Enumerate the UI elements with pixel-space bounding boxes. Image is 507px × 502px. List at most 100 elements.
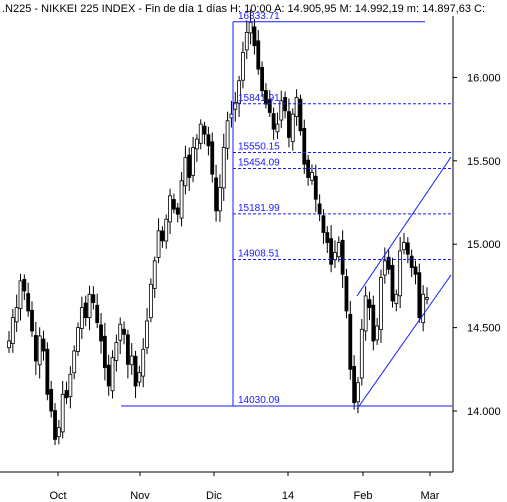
candle-body — [33, 335, 38, 362]
fib-level-label: 15841.91 — [238, 93, 280, 104]
candle-body — [421, 293, 426, 324]
candle-body — [233, 102, 238, 110]
candle-body — [218, 187, 222, 212]
candle-body — [317, 203, 322, 215]
candle-body — [413, 266, 418, 275]
channel-upper-line — [356, 156, 452, 297]
candle-body — [363, 295, 368, 332]
candle-body — [7, 340, 11, 349]
candle-body — [183, 157, 188, 187]
candle-body — [99, 324, 103, 342]
candle-body — [60, 393, 65, 433]
candle-body — [171, 199, 176, 210]
candle-body — [156, 230, 161, 258]
candle-body — [287, 111, 291, 138]
candle-body — [310, 172, 314, 181]
candle-body — [321, 215, 326, 233]
y-axis-ticks: 14.000 14.500 15.000 15.500 16.000 — [453, 72, 501, 418]
candle-body — [256, 40, 261, 70]
fibonacci-levels: 16333.71 15841.91 15550.15 15454.09 15181.99… — [121, 11, 452, 407]
candle-body — [191, 147, 195, 176]
candle-body — [175, 207, 180, 215]
candle-body — [210, 141, 215, 175]
candle-body — [83, 302, 88, 319]
candle-body — [241, 51, 245, 81]
candle-body — [352, 366, 357, 404]
candle-body — [195, 138, 199, 150]
candle-body — [229, 113, 234, 119]
candle-body — [359, 328, 364, 379]
candle-body — [91, 294, 96, 303]
fib-level-label: 14908.51 — [238, 248, 280, 259]
candle-body — [325, 232, 330, 243]
candle-body — [313, 175, 318, 200]
candle-body — [417, 272, 422, 319]
candle-body — [237, 80, 241, 104]
candle-body — [302, 127, 307, 165]
candle-body — [18, 280, 23, 309]
y-tick-label: 14.000 — [467, 406, 501, 418]
candle-body — [294, 97, 299, 118]
candle-body — [145, 320, 149, 349]
candle-body — [425, 297, 429, 300]
candle-body — [402, 242, 406, 251]
candle-body — [72, 350, 77, 374]
candle-body — [160, 230, 165, 242]
candle-body — [45, 348, 50, 395]
x-tick-label: 14 — [282, 490, 294, 502]
candle-body — [30, 309, 34, 332]
candle-body — [267, 99, 272, 113]
candle-body — [214, 177, 218, 212]
trend-channel — [356, 156, 452, 410]
candle-body — [118, 323, 123, 341]
candle-body — [202, 125, 207, 135]
candle-body — [244, 31, 249, 51]
candle-body — [340, 239, 345, 275]
candle-body — [22, 278, 27, 292]
candle-body — [168, 195, 172, 223]
candle-body — [133, 355, 138, 387]
candle-body — [405, 242, 410, 255]
candle-body — [279, 100, 284, 121]
candles — [7, 9, 429, 446]
x-tick-label: Oct — [49, 490, 66, 502]
candle-body — [290, 113, 295, 143]
candle-body — [394, 293, 399, 304]
candle-body — [137, 372, 142, 383]
candle-body — [79, 307, 84, 329]
candle-body — [68, 373, 73, 398]
candle-body — [379, 277, 383, 330]
candle-body — [225, 120, 230, 149]
candle-body — [114, 342, 119, 361]
y-tick-label: 15.500 — [467, 156, 501, 168]
candle-body — [56, 427, 61, 438]
x-tick-label: Nov — [130, 490, 150, 502]
candle-body — [49, 389, 54, 412]
candle-body — [110, 357, 115, 392]
chart-header: .N225 - NIKKEI 225 INDEX - Fin de día 1 … — [2, 3, 485, 15]
x-tick-label: Dic — [206, 490, 222, 502]
candle-body — [141, 348, 146, 377]
candle-body — [10, 317, 15, 344]
fib-level-label: 15454.09 — [238, 157, 280, 168]
candle-body — [179, 180, 184, 219]
candle-body — [382, 260, 387, 276]
candle-body — [87, 293, 92, 319]
candle-body — [371, 304, 376, 342]
candle-body — [129, 355, 134, 366]
candle-body — [106, 364, 111, 387]
y-tick-label: 14.500 — [467, 323, 501, 335]
candle-body — [390, 264, 395, 302]
candle-body — [398, 250, 403, 297]
candle-body — [37, 335, 42, 366]
fib-level-label: 15181.99 — [238, 203, 280, 214]
fib-level-label: 16333.71 — [238, 11, 280, 22]
channel-lower-line — [356, 274, 452, 410]
x-axis-ticks: Oct Nov Dic 14 Feb Mar — [49, 472, 440, 502]
candle-body — [152, 260, 157, 289]
candle-body — [148, 283, 153, 319]
candle-body — [248, 21, 253, 34]
candle-body — [125, 334, 130, 365]
y-tick-label: 15.000 — [467, 239, 501, 251]
